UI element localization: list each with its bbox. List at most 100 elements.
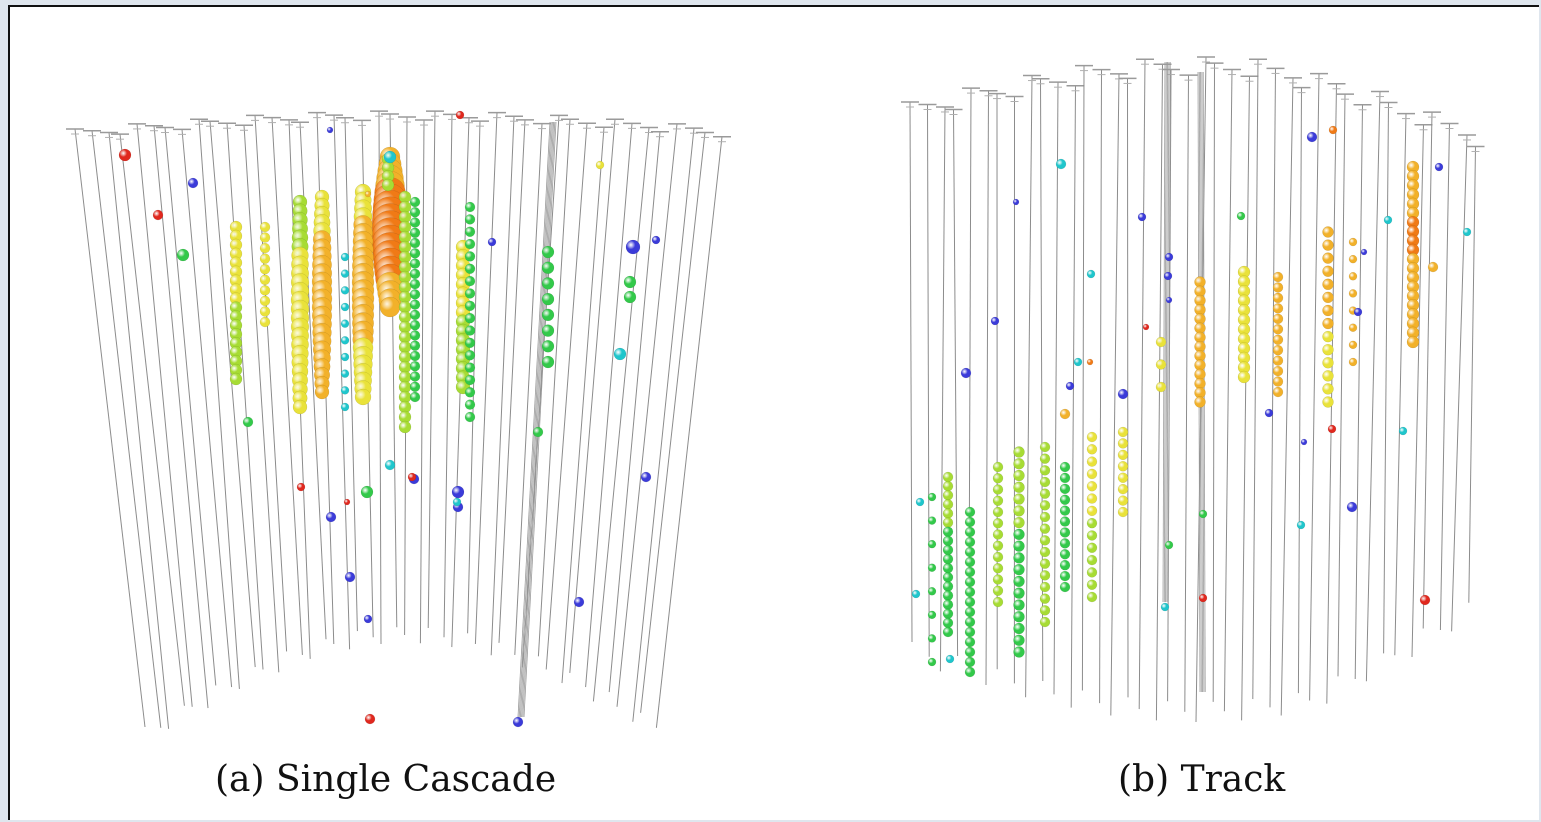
dom-hit (1322, 278, 1334, 291)
dom-hit (1236, 211, 1246, 221)
dom-hit (1348, 340, 1358, 350)
dom-hit (1348, 254, 1358, 264)
dom-hit (1322, 396, 1334, 408)
detector-string (1394, 113, 1407, 656)
detector-string (333, 115, 351, 650)
detector-string (939, 106, 946, 672)
dom-hit (992, 596, 1004, 608)
dom-hit (1013, 481, 1025, 494)
event-display-a-canvas (66, 110, 731, 729)
dom-hit (992, 585, 1004, 596)
detector-string (985, 90, 989, 685)
detector-string (1354, 104, 1363, 679)
dom-hit (964, 616, 976, 628)
dom-hit (1137, 212, 1147, 222)
dom-hit (296, 482, 306, 492)
dom-hit (1117, 472, 1129, 483)
dom-hit (942, 581, 954, 592)
dom-hit (1065, 381, 1075, 391)
dom-hit (1155, 359, 1167, 370)
dom-hit (945, 654, 955, 664)
dom-hit (409, 217, 421, 228)
detector-string (91, 130, 162, 728)
dom-hit (398, 420, 412, 434)
dom-hit (1117, 495, 1129, 506)
dom-hit (1086, 530, 1098, 541)
dom-hit (464, 201, 476, 213)
detector-string (1365, 91, 1381, 682)
detector-string (1025, 75, 1033, 698)
dom-hit (1013, 493, 1025, 505)
dom-hit (964, 626, 976, 638)
detector-string (243, 125, 280, 673)
detector-string (1110, 73, 1120, 716)
figure: (a) Single Cascade (b) Track (8, 5, 1539, 820)
dom-hit (381, 178, 395, 192)
dom-hit (152, 209, 164, 221)
dom-hit (1086, 567, 1098, 578)
detector-string (498, 119, 526, 643)
dom-hit (1039, 476, 1051, 488)
dom-hit (242, 416, 254, 428)
dom-hit (1348, 237, 1358, 247)
dom-hit (1059, 505, 1071, 516)
dom-hit (464, 325, 476, 336)
dom-hit (532, 426, 544, 438)
dom-hit (1117, 438, 1129, 449)
dom-hit (464, 374, 476, 386)
dom-hit (992, 484, 1004, 495)
dom-hit (363, 614, 373, 624)
detector-string (1212, 63, 1215, 702)
dom-hit (1198, 509, 1208, 519)
dom-hit (326, 126, 334, 134)
dom-hit (1039, 465, 1051, 476)
dom-hit (1348, 357, 1358, 367)
dom-hit (1322, 383, 1334, 395)
dom-hit (1039, 500, 1051, 511)
dom-hit (1434, 162, 1444, 172)
dom-hit (1013, 516, 1025, 529)
dom-hit (1322, 265, 1334, 277)
detector-string (344, 117, 358, 632)
dom-hit (1348, 289, 1358, 298)
dom-hit (409, 319, 421, 331)
dom-hit (623, 290, 637, 304)
detector-string (545, 123, 588, 670)
dom-hit (1059, 472, 1071, 484)
dom-hit (1013, 563, 1025, 576)
dom-hit (259, 274, 271, 286)
dom-hit (1059, 581, 1071, 593)
dom-hit (964, 566, 976, 578)
dom-hit (1039, 570, 1051, 581)
dom-hit (1039, 441, 1051, 453)
detector-string (640, 132, 706, 713)
dom-hit (344, 571, 356, 583)
dom-hit (409, 360, 421, 372)
dom-hit (1328, 125, 1338, 135)
dom-hit (464, 399, 476, 410)
dom-hit (1383, 215, 1393, 225)
dom-hit (259, 232, 271, 243)
detector-string (1070, 85, 1076, 708)
dom-hit (409, 196, 421, 208)
dom-hit (409, 381, 421, 392)
dom-hit (464, 214, 476, 225)
dom-hit (1272, 303, 1284, 314)
dom-hit (259, 253, 271, 264)
dom-hit (409, 330, 421, 341)
dom-hit (964, 636, 976, 648)
dom-hit (927, 587, 937, 596)
dom-hit (942, 544, 954, 556)
dom-hit (464, 226, 476, 237)
detector-string (1127, 78, 1129, 698)
caption-track: (b) Track (1118, 759, 1286, 800)
dom-hit (409, 299, 421, 310)
dom-hit (1300, 438, 1308, 446)
dom-hit (259, 285, 271, 296)
detector-string (226, 123, 264, 670)
dom-hit (964, 656, 976, 668)
dom-hit (1059, 461, 1071, 473)
dom-hit (625, 239, 641, 255)
dom-hit (992, 540, 1004, 551)
detector-string (569, 119, 616, 673)
